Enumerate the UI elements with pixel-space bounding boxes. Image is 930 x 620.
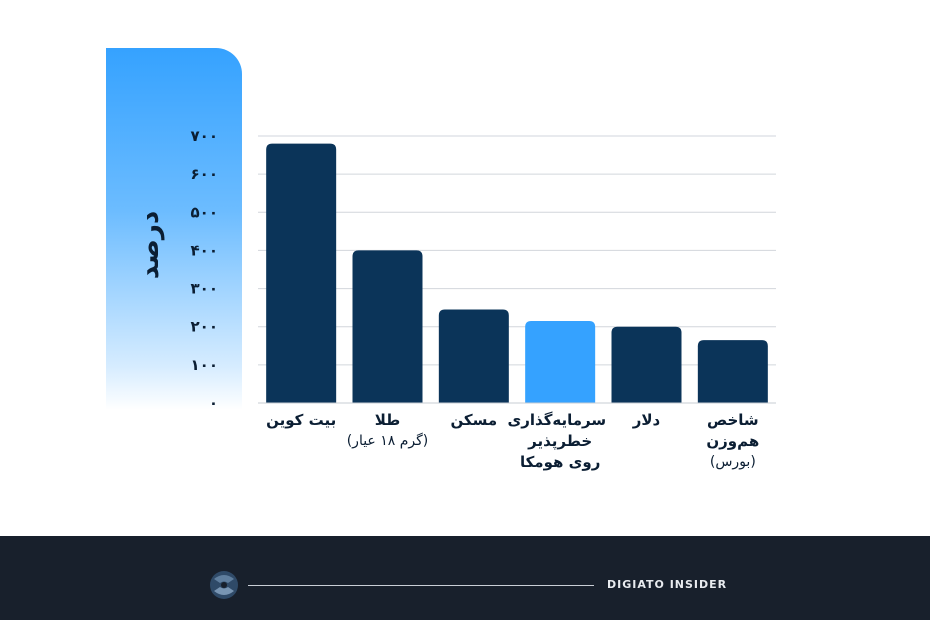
x-tick-label: شاخص هم‌وزن (بورس): [697, 410, 769, 472]
y-tick-label: ۰: [209, 394, 218, 412]
x-tick-label: دلار: [597, 410, 697, 431]
category-label: طلا: [374, 411, 401, 429]
category-label: شاخص هم‌وزن: [706, 411, 760, 450]
y-tick-label: ۴۰۰: [191, 241, 218, 259]
y-tick-label: ۳۰۰: [191, 280, 218, 298]
x-tick-label: سرمایه‌گذاری خطرپذیر روی هومکا: [507, 410, 607, 473]
bar: [525, 320, 596, 403]
chart-area: درصد ۰ ۱۰۰ ۲۰۰ ۳۰۰ ۴۰۰ ۵۰۰ ۶۰۰ ۷۰۰ بیت کوین طلا(…: [106, 48, 776, 473]
category-sublabel: (بورس): [709, 454, 756, 470]
category-label: دلار: [632, 411, 661, 429]
x-tick-label: مسکن: [424, 410, 524, 431]
category-label: سرمایه‌گذاری خطرپذیر روی هومکا: [507, 411, 607, 471]
category-sublabel: (گرم ۱۸ عیار): [346, 433, 429, 449]
bar: [352, 250, 423, 403]
brand-name: DIGIATO INSIDER: [607, 578, 728, 591]
x-tick-label: طلا (گرم ۱۸ عیار): [338, 410, 438, 451]
y-tick-label: ۶۰۰: [191, 165, 218, 183]
footer-divider-line: [248, 585, 594, 586]
bar: [266, 143, 337, 403]
y-tick-label: ۲۰۰: [191, 318, 218, 336]
footer-bar: [0, 536, 930, 620]
y-tick-label: ۱۰۰: [191, 356, 218, 374]
category-label: بیت کوین: [266, 411, 337, 429]
y-axis-panel: [106, 48, 242, 410]
bar: [611, 326, 682, 403]
bar: [697, 340, 768, 403]
y-tick-label: ۷۰۰: [191, 127, 218, 145]
x-tick-label: بیت کوین: [251, 410, 351, 431]
bar-chart: ۰ ۱۰۰ ۲۰۰ ۳۰۰ ۴۰۰ ۵۰۰ ۶۰۰ ۷۰۰: [191, 127, 776, 412]
digiato-logo-icon: [210, 571, 238, 599]
category-label: مسکن: [450, 411, 498, 429]
bar: [438, 309, 509, 403]
y-tick-label: ۵۰۰: [191, 203, 218, 221]
